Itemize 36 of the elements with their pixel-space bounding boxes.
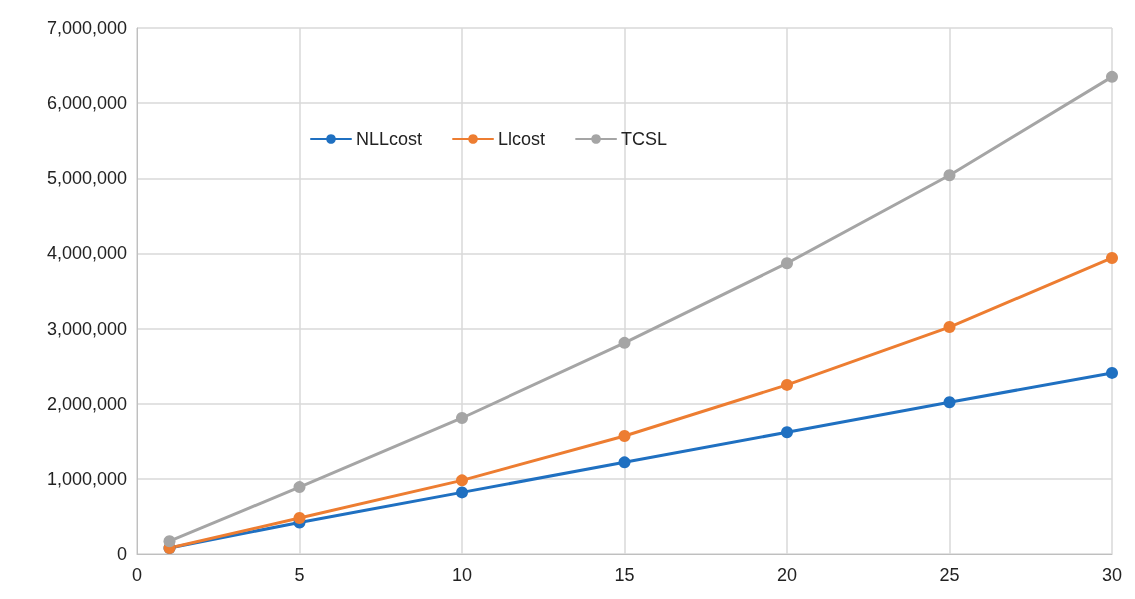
x-tick-label: 25 [939, 565, 960, 585]
point [163, 535, 176, 548]
point [943, 321, 956, 334]
x-tick-label: 10 [451, 565, 473, 585]
legend-label: TCSL [621, 129, 668, 149]
point [781, 426, 793, 439]
y-tick-label: 6,000,000 [46, 93, 127, 114]
x-tick-label: 0 [131, 565, 143, 585]
point [943, 169, 956, 182]
point [1106, 366, 1118, 379]
legend-label: Llcost [498, 129, 546, 149]
point [781, 378, 793, 391]
y-tick-label: 1,000,000 [46, 468, 127, 489]
y-tick-label: 3,000,000 [46, 318, 127, 339]
point [1106, 251, 1118, 264]
point [618, 456, 631, 469]
point [618, 336, 631, 349]
y-tick-label: 2,000,000 [46, 393, 127, 414]
point [943, 396, 956, 409]
y-tick-label: 7,000,000 [46, 18, 127, 38]
point [456, 486, 468, 499]
y-tick-label: 0 [116, 544, 127, 564]
x-tick-label: 15 [614, 565, 635, 585]
x-tick-label: 30 [1101, 565, 1123, 585]
x-tick-label: 20 [776, 565, 798, 585]
point [1106, 70, 1118, 83]
point [456, 474, 468, 487]
point [293, 481, 306, 494]
y-tick-label: 4,000,000 [46, 243, 127, 264]
point [456, 411, 468, 424]
y-tick-label: 5,000,000 [46, 168, 127, 189]
point [781, 257, 793, 270]
x-tick-label: 5 [294, 565, 305, 585]
point [293, 511, 306, 524]
legend-label: NLLcost [356, 129, 423, 149]
point [618, 430, 631, 443]
